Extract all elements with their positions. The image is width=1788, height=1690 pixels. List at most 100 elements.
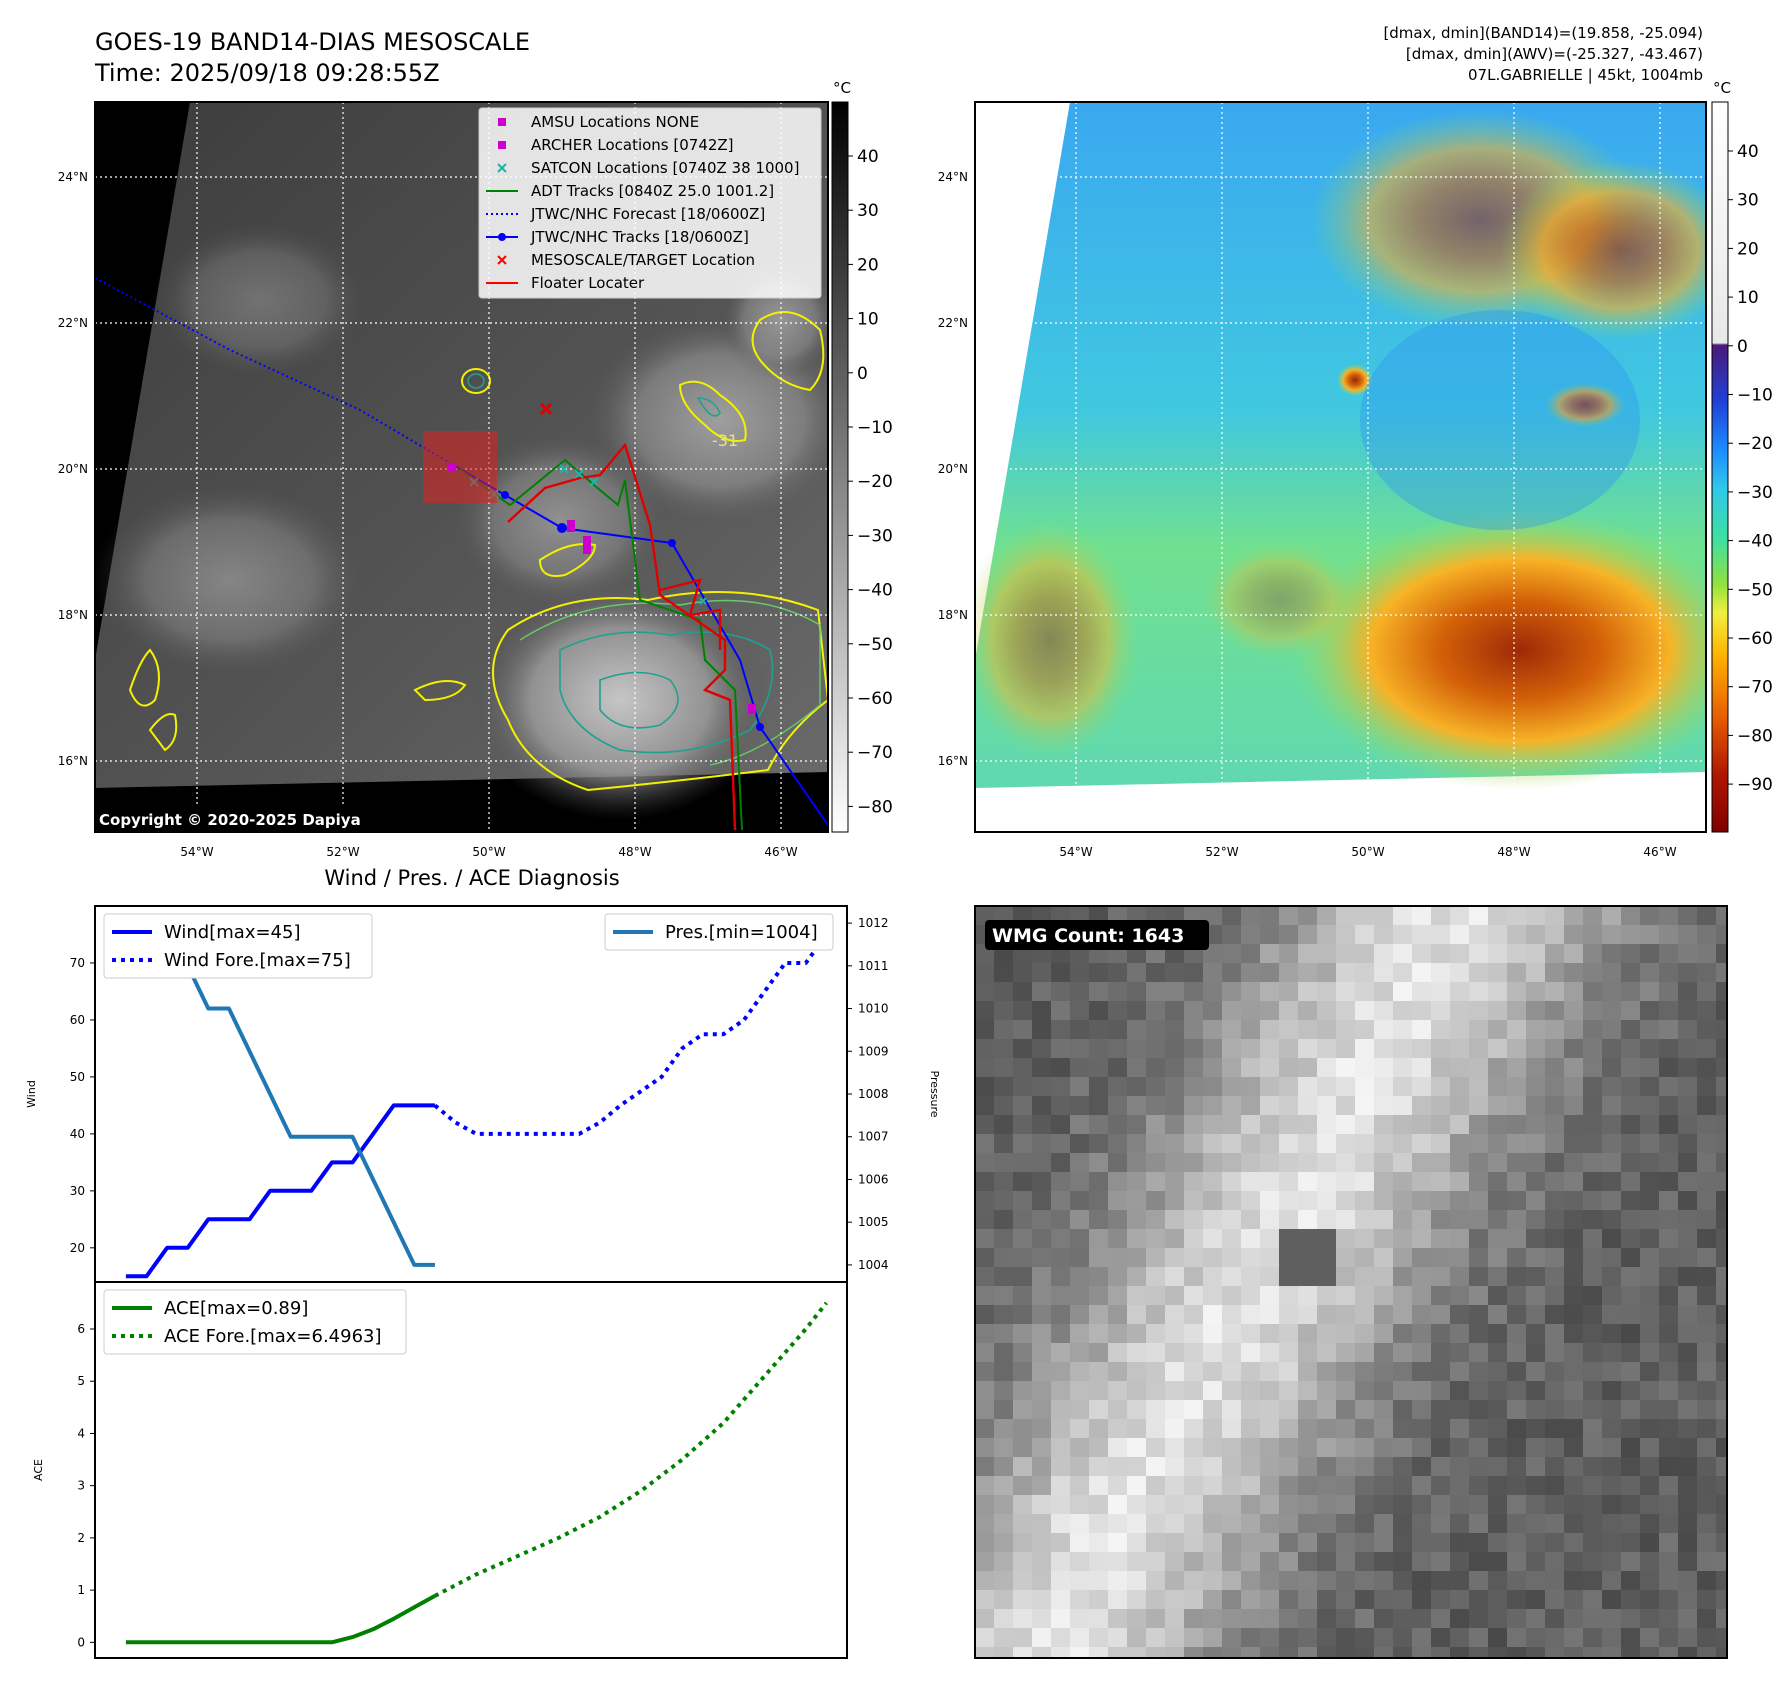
- right-lon-labels: 54°W 52°W 50°W 48°W 46°W: [1059, 845, 1676, 859]
- awv-stats: [dmax, dmin](AWV)=(-25.327, -43.467): [1406, 45, 1703, 63]
- right-lat-labels: 24°N 22°N 20°N 18°N 16°N: [938, 170, 968, 768]
- pressure-legend-entry: Pres.[min=1004]: [665, 922, 818, 943]
- color-colorbar-tick: −30: [1737, 483, 1773, 503]
- color-colorbar-tick: −10: [1737, 386, 1773, 406]
- gray-colorbar-tick: 20: [857, 255, 879, 275]
- left-lon-label: 50°W: [472, 845, 505, 859]
- wind-legend-entry: Wind Fore.[max=75]: [164, 950, 351, 971]
- right-lat-label: 22°N: [938, 316, 968, 330]
- legend-entry: AMSU Locations NONE: [531, 113, 699, 131]
- wind-y2tick: 1006: [858, 1172, 889, 1186]
- gray-colorbar-tick: −50: [857, 635, 893, 655]
- left-lat-label: 18°N: [58, 608, 88, 622]
- wind-ytick: 20: [70, 1241, 85, 1255]
- wind-ytick: 60: [70, 1013, 85, 1027]
- ace-ytick: 5: [77, 1374, 85, 1388]
- legend-entry: Floater Locater: [531, 274, 645, 292]
- gray-colorbar-tick: −60: [857, 689, 893, 709]
- right-lat-label: 18°N: [938, 608, 968, 622]
- right-lat-label: 24°N: [938, 170, 968, 184]
- timestamp: Time: 2025/09/18 09:28:55Z: [94, 59, 440, 87]
- color-colorbar-tick: 40: [1737, 142, 1759, 162]
- color-colorbar-tick: −60: [1737, 629, 1773, 649]
- left-lat-label: 24°N: [58, 170, 88, 184]
- legend-entry: ARCHER Locations [0742Z]: [531, 136, 734, 154]
- gray-colorbar-tick: −30: [857, 526, 893, 546]
- color-colorbar: °C 40 30 20 10 0 −10 −20 −30 −40 −50 −60 −70 −80 −90: [1711, 79, 1773, 833]
- ace-ylabel: ACE: [32, 1459, 45, 1481]
- legend-entry: JTWC/NHC Forecast [18/0600Z]: [530, 205, 765, 223]
- gray-colorbar: °C 40 30 20 10 0 −10 −20 −30 −40 −50 −60 −70 −80: [831, 79, 893, 833]
- gray-colorbar-tick: 40: [857, 147, 879, 167]
- ace-ytick: 6: [77, 1322, 85, 1336]
- wind-y2tick: 1010: [858, 1002, 889, 1016]
- ace-series-line: [125, 1594, 436, 1645]
- color-colorbar-tick: 30: [1737, 191, 1759, 211]
- color-colorbar-tick: −50: [1737, 580, 1773, 600]
- wind-y2tick: 1009: [858, 1044, 889, 1058]
- gray-colorbar-tick: 30: [857, 201, 879, 221]
- gray-colorbar-tick: −80: [857, 797, 893, 817]
- adt-track: [459, 458, 743, 831]
- forecast-track: [95, 277, 456, 467]
- wind-ytick: 40: [70, 1127, 85, 1141]
- ace-ytick: 2: [77, 1531, 85, 1545]
- gray-colorbar-tick: 0: [857, 364, 868, 384]
- wind-series-line: [125, 1103, 435, 1279]
- wind-y2tick: 1011: [858, 959, 889, 973]
- storm-info: 07L.GABRIELLE | 45kt, 1004mb: [1468, 66, 1703, 84]
- left-lon-label: 52°W: [326, 845, 359, 859]
- wind-y2tick: 1012: [858, 916, 889, 930]
- mesoscale-box: [423, 431, 497, 503]
- color-colorbar-tick: −40: [1737, 532, 1773, 552]
- target-location: [539, 402, 553, 416]
- gray-colorbar-tick: −40: [857, 581, 893, 601]
- wind-legend-entry: Wind[max=45]: [164, 922, 301, 943]
- left-lat-label: 20°N: [58, 462, 88, 476]
- legend-entry: MESOSCALE/TARGET Location: [531, 251, 755, 269]
- diagnosis-title: Wind / Pres. / ACE Diagnosis: [324, 866, 619, 890]
- right-lon-label: 50°W: [1351, 845, 1384, 859]
- wind-series-line: [433, 933, 829, 1136]
- copyright: Copyright © 2020-2025 Dapiya: [99, 811, 361, 829]
- wmg-badge: [985, 920, 1209, 950]
- figure-title: GOES-19 BAND14-DIAS MESOSCALE: [95, 28, 530, 56]
- gray-colorbar-tick: −20: [857, 472, 893, 492]
- wind-ytick: 70: [70, 956, 85, 970]
- left-lon-label: 48°W: [618, 845, 651, 859]
- wind-y2tick: 1007: [858, 1130, 889, 1144]
- right-lon-label: 46°W: [1643, 845, 1676, 859]
- gray-colorbar-tick: −70: [857, 743, 893, 763]
- wind-y2tick: 1005: [858, 1215, 889, 1229]
- map-legend: AMSU Locations NONE ARCHER Locations [074…: [478, 107, 822, 299]
- legend-entry: JTWC/NHC Tracks [18/0600Z]: [530, 228, 749, 246]
- left-lon-label: 46°W: [764, 845, 797, 859]
- color-ir-map: [975, 102, 1706, 832]
- left-lat-label: 22°N: [58, 316, 88, 330]
- left-lon-label: 54°W: [180, 845, 213, 859]
- wind-ytick: 30: [70, 1184, 85, 1198]
- ace-ytick: 3: [77, 1479, 85, 1493]
- wind-y2tick: 1008: [858, 1087, 889, 1101]
- right-lon-label: 48°W: [1497, 845, 1530, 859]
- wmg-panel: WMG Count: 1643: [974, 905, 1728, 1659]
- color-colorbar-tick: −20: [1737, 434, 1773, 454]
- colorbar-unit-right: °C: [1713, 79, 1731, 97]
- contour-label: -31: [712, 431, 738, 450]
- wind-ylabel: Wind: [25, 1080, 38, 1108]
- ace-ytick: 0: [77, 1635, 85, 1649]
- best-track-points: [501, 491, 764, 731]
- left-lon-labels: 54°W 52°W 50°W 48°W 46°W: [180, 845, 797, 859]
- wind-y2tick: 1004: [858, 1258, 889, 1272]
- colorbar-unit: °C: [833, 79, 851, 97]
- right-lon-label: 52°W: [1205, 845, 1238, 859]
- right-lat-label: 20°N: [938, 462, 968, 476]
- right-lon-label: 54°W: [1059, 845, 1092, 859]
- ace-ytick: 1: [77, 1583, 85, 1597]
- color-colorbar-tick: 10: [1737, 288, 1759, 308]
- gray-colorbar-tick: 10: [857, 310, 879, 330]
- left-lat-label: 16°N: [58, 754, 88, 768]
- color-colorbar-tick: −90: [1737, 775, 1773, 795]
- color-colorbar-tick: 0: [1737, 337, 1748, 357]
